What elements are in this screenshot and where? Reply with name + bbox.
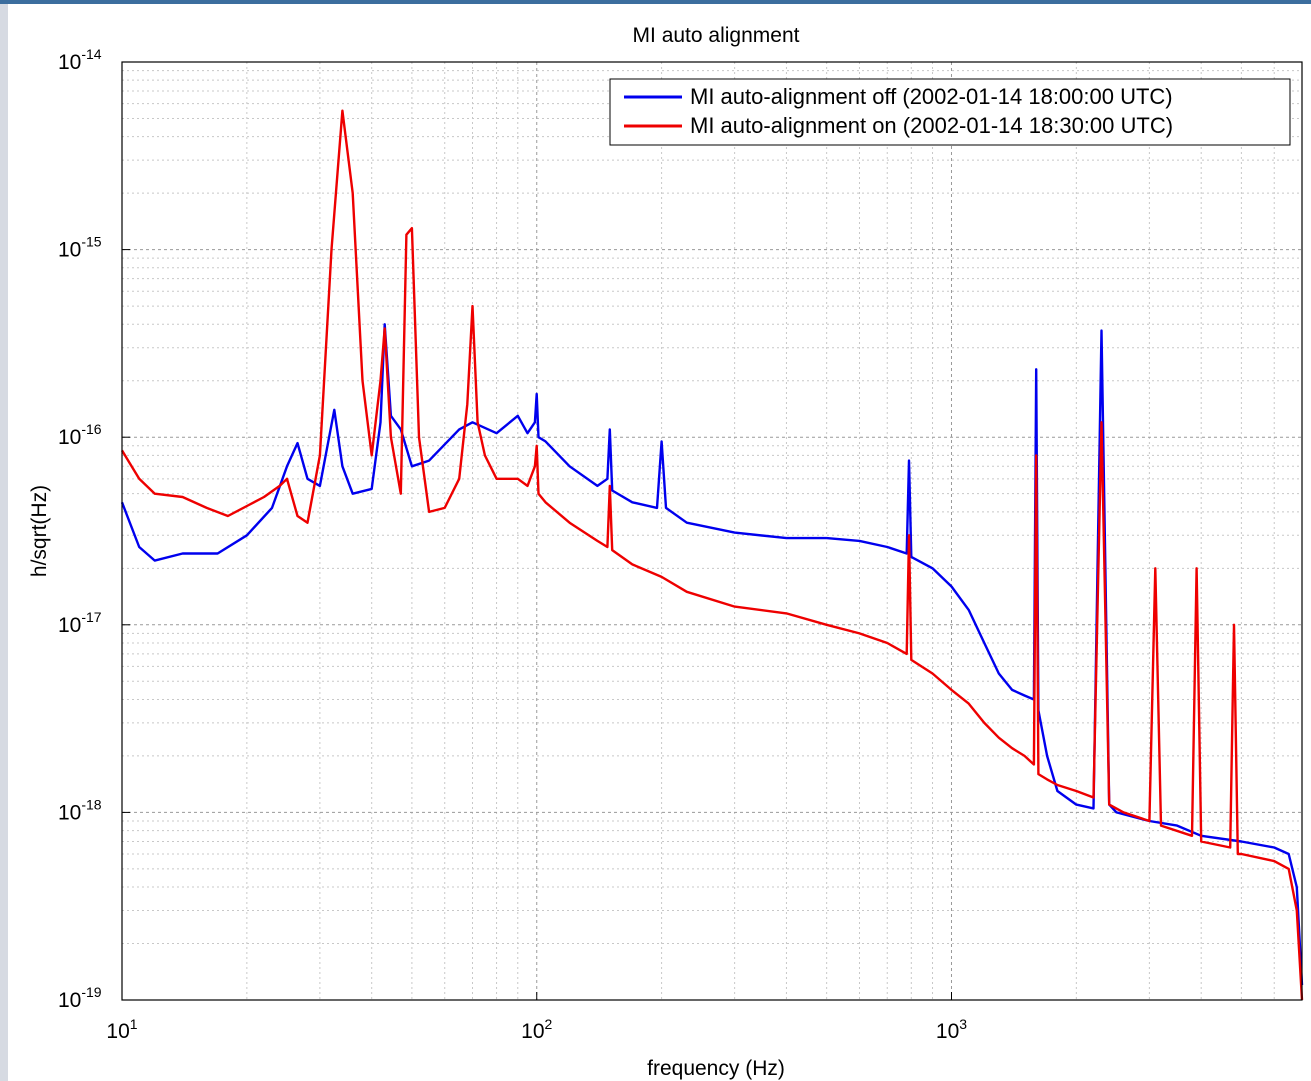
plot-frame (121, 61, 1303, 1001)
series-layer (120, 109, 1304, 1001)
window-left-edge (0, 4, 8, 1081)
y-tick-label: 10-16 (58, 421, 102, 449)
y-tick-label: 10-19 (58, 984, 102, 1012)
x-axis-label: frequency (Hz) (647, 1057, 785, 1080)
x-tick-label: 101 (106, 1016, 137, 1043)
series-line-1 (120, 109, 1304, 1001)
series-line-0 (120, 323, 1304, 986)
y-tick-label: 10-17 (58, 609, 102, 637)
legend-entry-off: MI auto-alignment off (2002-01-14 18:00:… (690, 84, 1173, 109)
x-tick-label: 102 (521, 1016, 552, 1043)
x-tick-label: 103 (936, 1016, 967, 1043)
legend-entry-on: MI auto-alignment on (2002-01-14 18:30:0… (690, 113, 1173, 138)
y-tick-label: 10-14 (58, 46, 102, 74)
window-top-bar (0, 0, 1311, 4)
legend: MI auto-alignment off (2002-01-14 18:00:… (609, 78, 1291, 146)
axes-layer: 101 102 103 10-14 10-15 10-16 10-17 10-18 10-19 (58, 46, 967, 1043)
y-axis-label: h/sqrt(Hz) (28, 485, 51, 577)
legend-box (609, 78, 1291, 146)
y-tick-label: 10-18 (58, 796, 102, 824)
grid-minor (122, 62, 1302, 1000)
plot-area (122, 62, 1302, 1000)
y-tick-label: 10-15 (58, 234, 102, 262)
chart-title: MI auto alignment (633, 24, 800, 47)
